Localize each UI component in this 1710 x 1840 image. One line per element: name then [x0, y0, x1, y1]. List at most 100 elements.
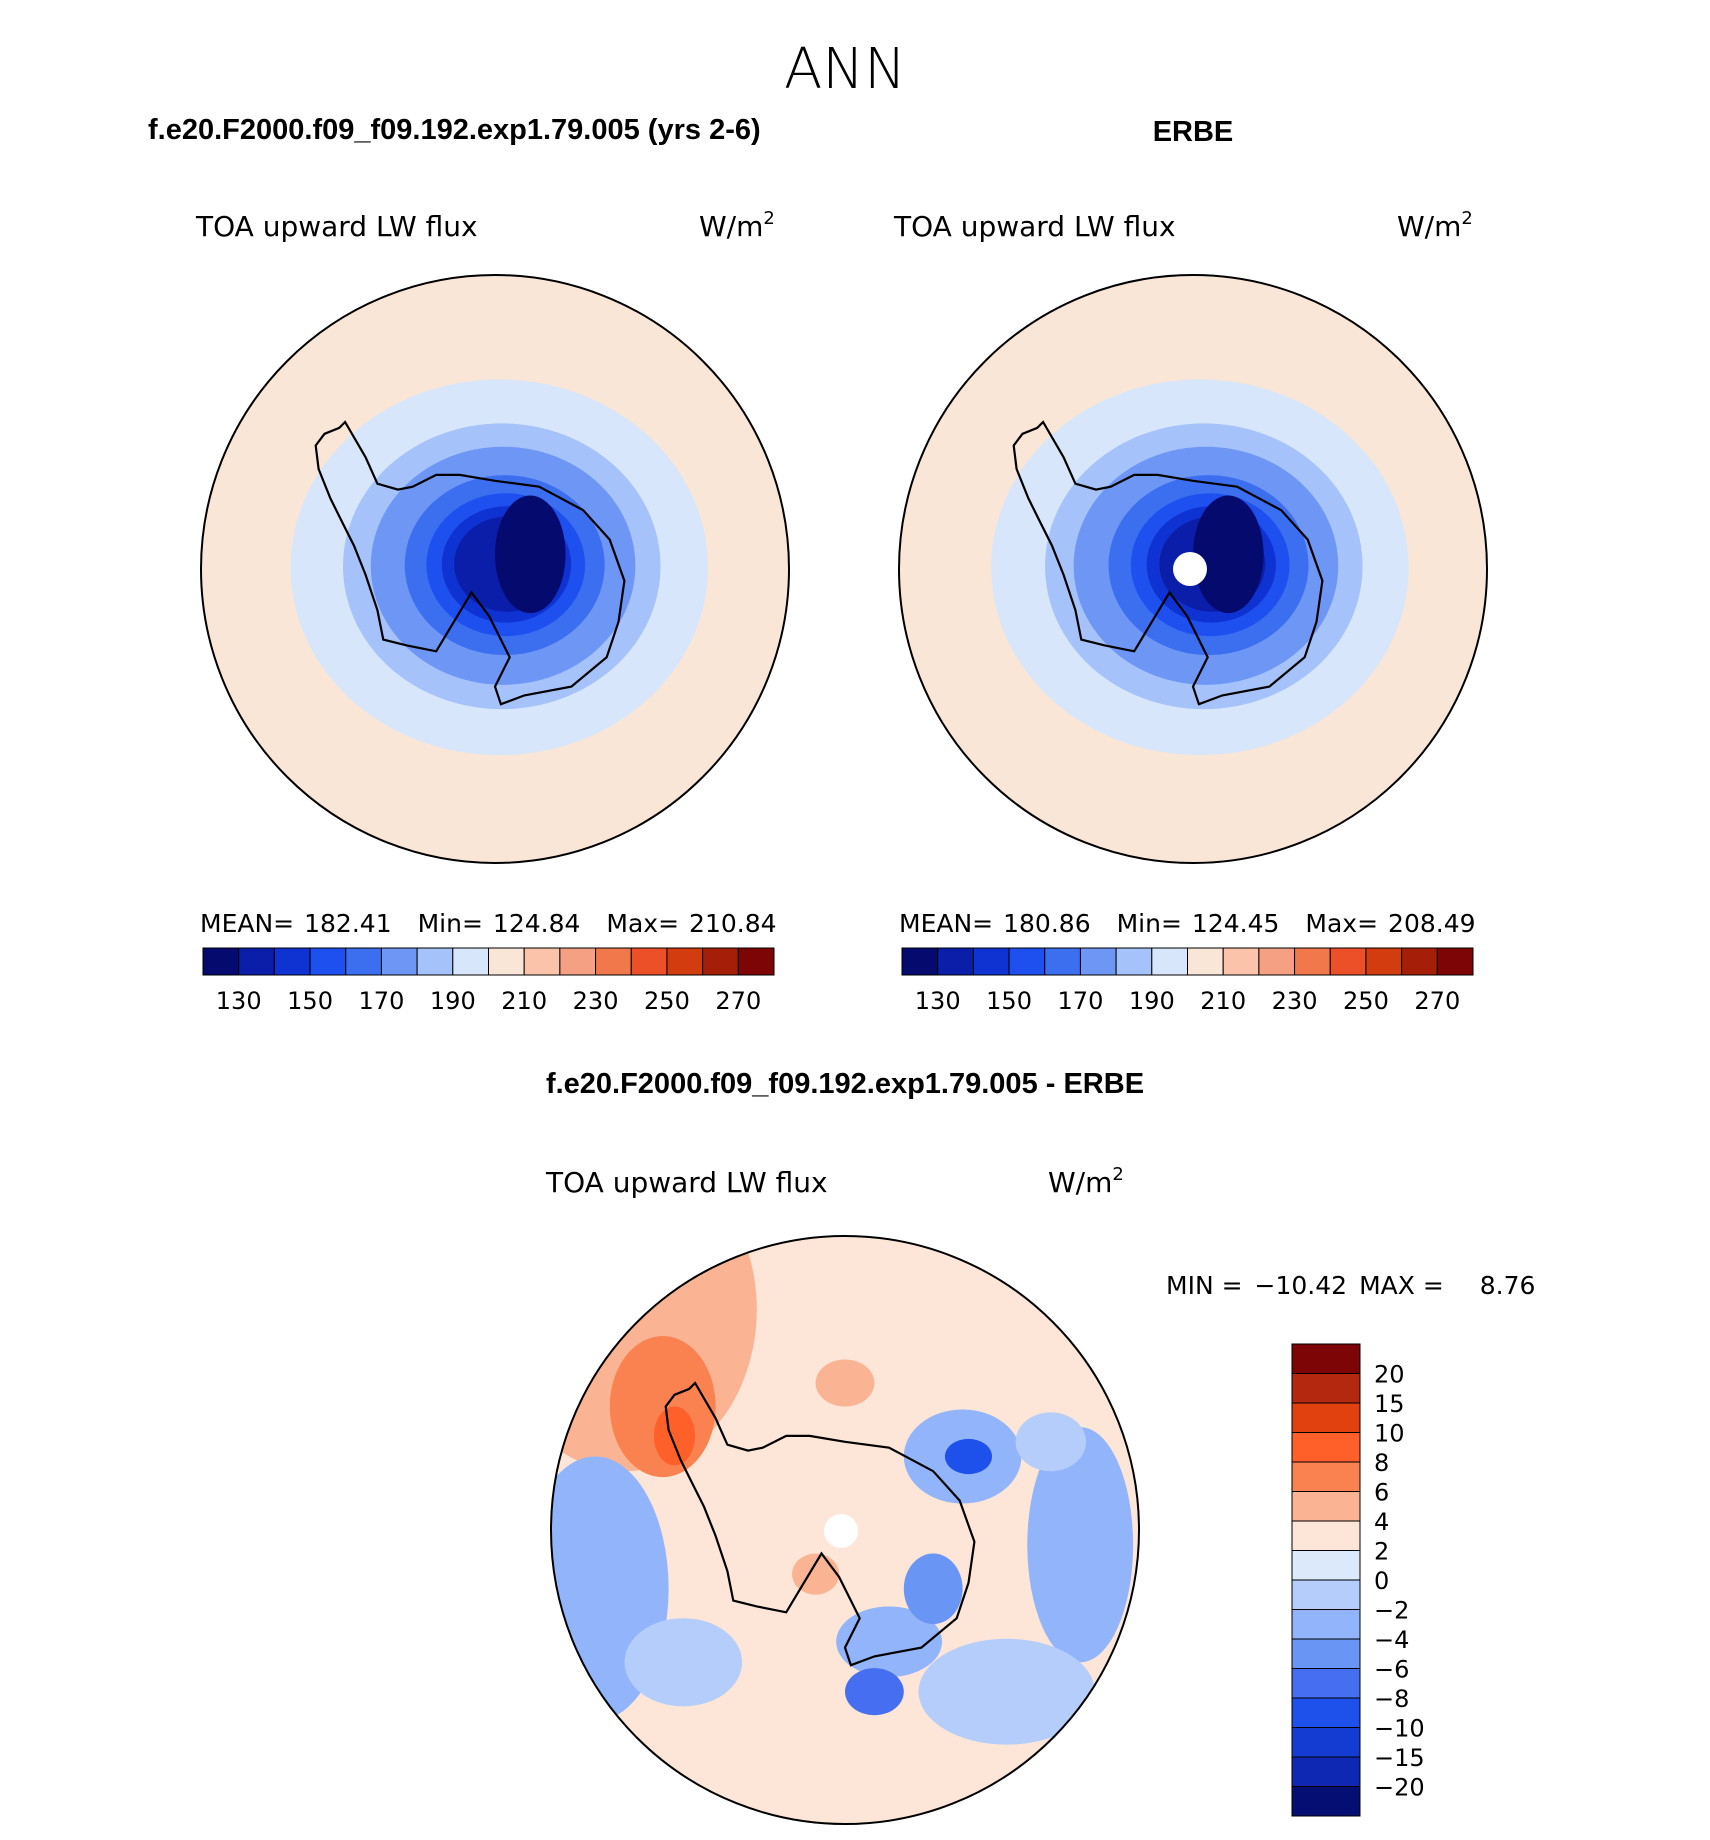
colorbar-label: 150 [287, 987, 333, 1015]
diff-anomaly-region [1015, 1412, 1087, 1472]
diff-panel: TOA upward LW flux W/m2 MIN = −10.42 MAX =… [545, 1164, 1535, 1825]
diff-colorbar-label: −20 [1374, 1774, 1425, 1802]
colorbar-box [630, 947, 668, 976]
colorbar-box [238, 947, 275, 976]
panel-2-map-boundary [898, 274, 1488, 864]
colorbar-label: 230 [573, 987, 619, 1015]
diff-colorbar-box [1291, 1727, 1361, 1758]
diff-colorbar-box [1291, 1432, 1361, 1463]
colorbar-box [1365, 947, 1403, 976]
panel-1: TOA upward LW flux W/m2 MEAN= 182.41 Min= 1… [195, 208, 790, 1015]
colorbar-label: 250 [1343, 987, 1389, 1015]
diff-title: f.e20.F2000.f09_f09.192.exp1.79.005 - ER… [546, 1068, 1144, 1100]
diff-missing-data-hole [824, 1514, 858, 1548]
colorbar-label: 250 [644, 987, 690, 1015]
colorbar-box [380, 947, 418, 976]
colorbar-box [595, 947, 632, 976]
diff-variable: TOA upward LW flux [545, 1166, 828, 1199]
panel-2-map [899, 275, 1487, 863]
panel-1-map-boundary [200, 274, 790, 864]
panel-1-colorbar: 130 150 170 190 210 230 250 270 [202, 947, 775, 1015]
diff-anomaly-region [845, 1668, 904, 1716]
season-title: ANN [784, 37, 906, 102]
diff-colorbar-label: 4 [1374, 1508, 1389, 1536]
field-contour-polar-minimum [1193, 495, 1264, 614]
diff-anomaly-region [836, 1606, 943, 1677]
diff-units: W/m2 [1048, 1164, 1124, 1199]
diff-anomaly-region [903, 1553, 963, 1625]
colorbar-box [901, 947, 939, 976]
colorbar-box [1187, 947, 1224, 976]
colorbar-label: 130 [915, 987, 961, 1015]
diff-colorbar-box [1291, 1609, 1361, 1640]
diff-colorbar-label: −6 [1374, 1656, 1409, 1684]
diff-colorbar-box [1291, 1461, 1361, 1492]
colorbar-box [202, 947, 240, 976]
colorbar-label: 210 [1200, 987, 1246, 1015]
panel-1-stats: MEAN= 182.41 Min= 124.84 Max= 210.84 [200, 909, 777, 938]
diff-anomaly-region [918, 1638, 1095, 1745]
diff-colorbar-label: 10 [1374, 1420, 1405, 1448]
diff-colorbar-box [1291, 1343, 1361, 1374]
colorbar-box [737, 947, 775, 976]
colorbar-label: 190 [1129, 987, 1175, 1015]
colorbar-label: 270 [1414, 987, 1460, 1015]
colorbar-box [309, 947, 347, 976]
colorbar-label: 210 [501, 987, 547, 1015]
diff-colorbar-label: 6 [1374, 1479, 1389, 1507]
diff-colorbar-label: −10 [1374, 1715, 1425, 1743]
panel-1-antarctica-coastline [314, 420, 626, 706]
diff-colorbar-label: 20 [1374, 1361, 1405, 1389]
colorbar-box [702, 947, 739, 976]
colorbar-box [559, 947, 597, 976]
diff-colorbar-box [1291, 1786, 1361, 1817]
diff-colorbar-label: −8 [1374, 1685, 1409, 1713]
diff-anomaly-region [815, 1359, 875, 1407]
colorbar-box [1222, 947, 1260, 976]
field-contour-polar-minimum [495, 495, 566, 614]
colorbar-box [1258, 947, 1296, 976]
panel-1-field-contours [250, 345, 745, 791]
panel-2-units: W/m2 [1397, 208, 1473, 243]
colorbar-box [452, 947, 489, 976]
colorbar-label: 170 [359, 987, 405, 1015]
colorbar-box [1044, 947, 1081, 976]
diff-colorbar-box [1291, 1373, 1361, 1404]
colorbar-box [488, 947, 525, 976]
diff-min-max: MIN = −10.42 MAX = 8.76 [1166, 1271, 1535, 1300]
diff-colorbar-box [1291, 1402, 1361, 1433]
colorbar-box [1329, 947, 1367, 976]
diff-colorbar-box [1291, 1491, 1361, 1522]
colorbar-box [1151, 947, 1188, 976]
colorbar-label: 230 [1272, 987, 1318, 1015]
colorbar-box [523, 947, 561, 976]
colorbar-label: 170 [1058, 987, 1104, 1015]
diff-anomaly-region [624, 1618, 743, 1707]
panel-1-case-title: f.e20.F2000.f09_f09.192.exp1.79.005 (yrs… [148, 114, 761, 146]
diff-colorbar-box [1291, 1520, 1361, 1551]
colorbar-box [1079, 947, 1117, 976]
panel-2-case-title: ERBE [1153, 116, 1234, 148]
diff-colorbar-box [1291, 1550, 1361, 1581]
diff-colorbar-box [1291, 1697, 1361, 1728]
diff-anomaly-region [745, 1383, 828, 1442]
colorbar-box [1294, 947, 1331, 976]
diff-colorbar-label: −4 [1374, 1626, 1409, 1654]
panel-2-antarctica-coastline [1012, 420, 1324, 706]
panel-2-variable: TOA upward LW flux [893, 210, 1176, 243]
diff-colorbar-label: 15 [1374, 1390, 1405, 1418]
diff-antarctica-coastline [664, 1381, 976, 1667]
diff-colorbar-label: 2 [1374, 1538, 1389, 1566]
diff-colorbar-label: −15 [1374, 1744, 1425, 1772]
colorbar-box [1401, 947, 1438, 976]
colorbar-box [1436, 947, 1474, 976]
colorbar-box [937, 947, 974, 976]
diff-map [551, 1236, 1139, 1824]
colorbar-box [972, 947, 1010, 976]
diff-colorbar-label: 8 [1374, 1449, 1389, 1477]
diff-colorbar-box [1291, 1668, 1361, 1699]
panel-2: TOA upward LW flux W/m2 MEAN= 180.86 Min= 1… [893, 208, 1488, 1015]
diff-map-boundary [550, 1235, 1140, 1825]
panel-2-colorbar: 130 150 170 190 210 230 250 270 [901, 947, 1474, 1015]
